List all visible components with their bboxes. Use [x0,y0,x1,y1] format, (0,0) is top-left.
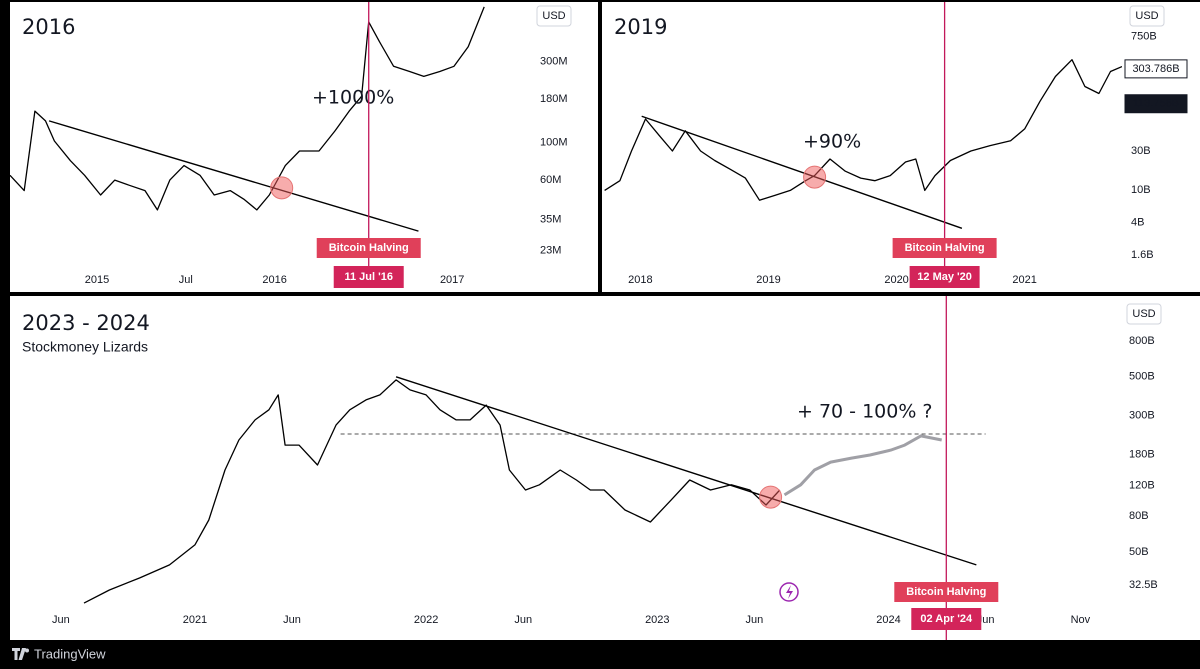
plot [10,6,485,232]
y-tick-label: 60M [540,174,561,186]
chart-title: 2016 [22,15,75,39]
halving-date-box [909,266,980,288]
y-tick-label: 180M [540,93,568,105]
x-tick-label: Nov [1071,614,1091,626]
chart: 2016 USD 300M 180M 100M 60M 35M 23M 2015 Jul 2016 2… [10,2,572,288]
x-tick-label: 2019 [756,274,780,286]
price-line [783,434,942,497]
currency: USD [1135,10,1158,22]
tradingview-logo [12,648,29,660]
highlight [759,485,783,509]
x-tick-label: 2021 [183,614,207,626]
brand: TradingView [34,646,106,661]
annotation: + 70 - 100% ? [797,401,933,423]
halving-label: Bitcoin Halving [905,242,985,254]
trend-line [395,376,977,566]
y-tick-label: 120B [1129,479,1155,491]
y-tick-label: 4B [1131,216,1144,228]
y-tick-label: 800B [1129,335,1155,347]
trend-line [48,120,419,232]
price-label: 113.758B [1133,98,1179,110]
x-tick-label: Jun [283,614,301,626]
currency-box [536,5,572,27]
currency: USD [1132,308,1155,320]
halving-label: Bitcoin Halving [329,242,409,254]
y-tick-label: 35M [540,214,561,226]
currency-box [1129,5,1165,27]
plot [83,376,986,604]
plot [604,59,1122,229]
y-tick-label: 80B [1129,510,1149,522]
x-tick-label: 2021 [1012,274,1036,286]
chart: 2019 USD 750B 30B 10B 4B 1.6B 2018 2019 2020 2021 +… [604,2,1188,288]
currency: USD [542,10,565,22]
annotation: +90% [803,131,861,153]
halving-label: Bitcoin Halving [906,586,986,598]
highlight [270,176,294,200]
y-tick-label: 10B [1131,184,1151,196]
x-tick-label: Jun [514,614,532,626]
x-tick-label: Jul [179,274,193,286]
chart: 2023 - 2024 Stockmoney Lizards USD 800B 500B… [22,296,1162,640]
halving-date: 11 Jul '16 [344,271,393,283]
halving-label-box [316,238,421,258]
price-label-box [1124,94,1188,114]
x-tick-label: 2024 [876,614,900,626]
y-tick-label: 300M [540,55,568,67]
y-tick-label: 500B [1129,371,1155,383]
x-tick-label: 2022 [414,614,438,626]
halving-date-box [911,608,982,630]
x-tick-label: 2023 [645,614,669,626]
y-tick-label: 30B [1131,145,1151,157]
trend-line [641,115,963,229]
halving-label-box [894,582,999,602]
x-tick-label: 2015 [85,274,109,286]
y-tick-label: 23M [540,245,561,257]
annotation: +1000% [312,87,394,109]
y-tick-label: 750B [1131,31,1157,43]
panel [10,2,598,292]
halving-date: 02 Apr '24 [920,613,973,625]
halving-label-box [892,238,997,258]
x-tick-label: Jun [746,614,764,626]
y-tick-label: 180B [1129,449,1155,461]
halving-date: 12 May '20 [917,271,972,283]
x-tick-label: 2016 [262,274,286,286]
price-line [10,6,485,211]
x-tick-label: 2017 [440,274,464,286]
y-tick-label: 50B [1129,546,1149,558]
chart-title: 2023 - 2024 [22,311,150,335]
highlight [803,165,827,189]
y-tick-label: 100M [540,136,568,148]
x-tick-label: 2018 [628,274,652,286]
panel [10,296,1200,640]
price-line [83,379,781,604]
chart-subtitle: Stockmoney Lizards [22,339,148,355]
x-tick-label: 2020 [884,274,908,286]
halving-date-box [333,266,404,288]
price-label-box [1124,59,1188,79]
currency-box [1126,303,1162,325]
y-tick-label: 300B [1129,410,1155,422]
y-tick-label: 32.5B [1129,579,1158,591]
chart-title: 2019 [614,15,667,39]
price-label: 303.786B [1132,63,1179,75]
x-tick-label: Jun [52,614,70,626]
y-tick-label: 1.6B [1131,249,1154,261]
lightning-icon [779,582,799,602]
